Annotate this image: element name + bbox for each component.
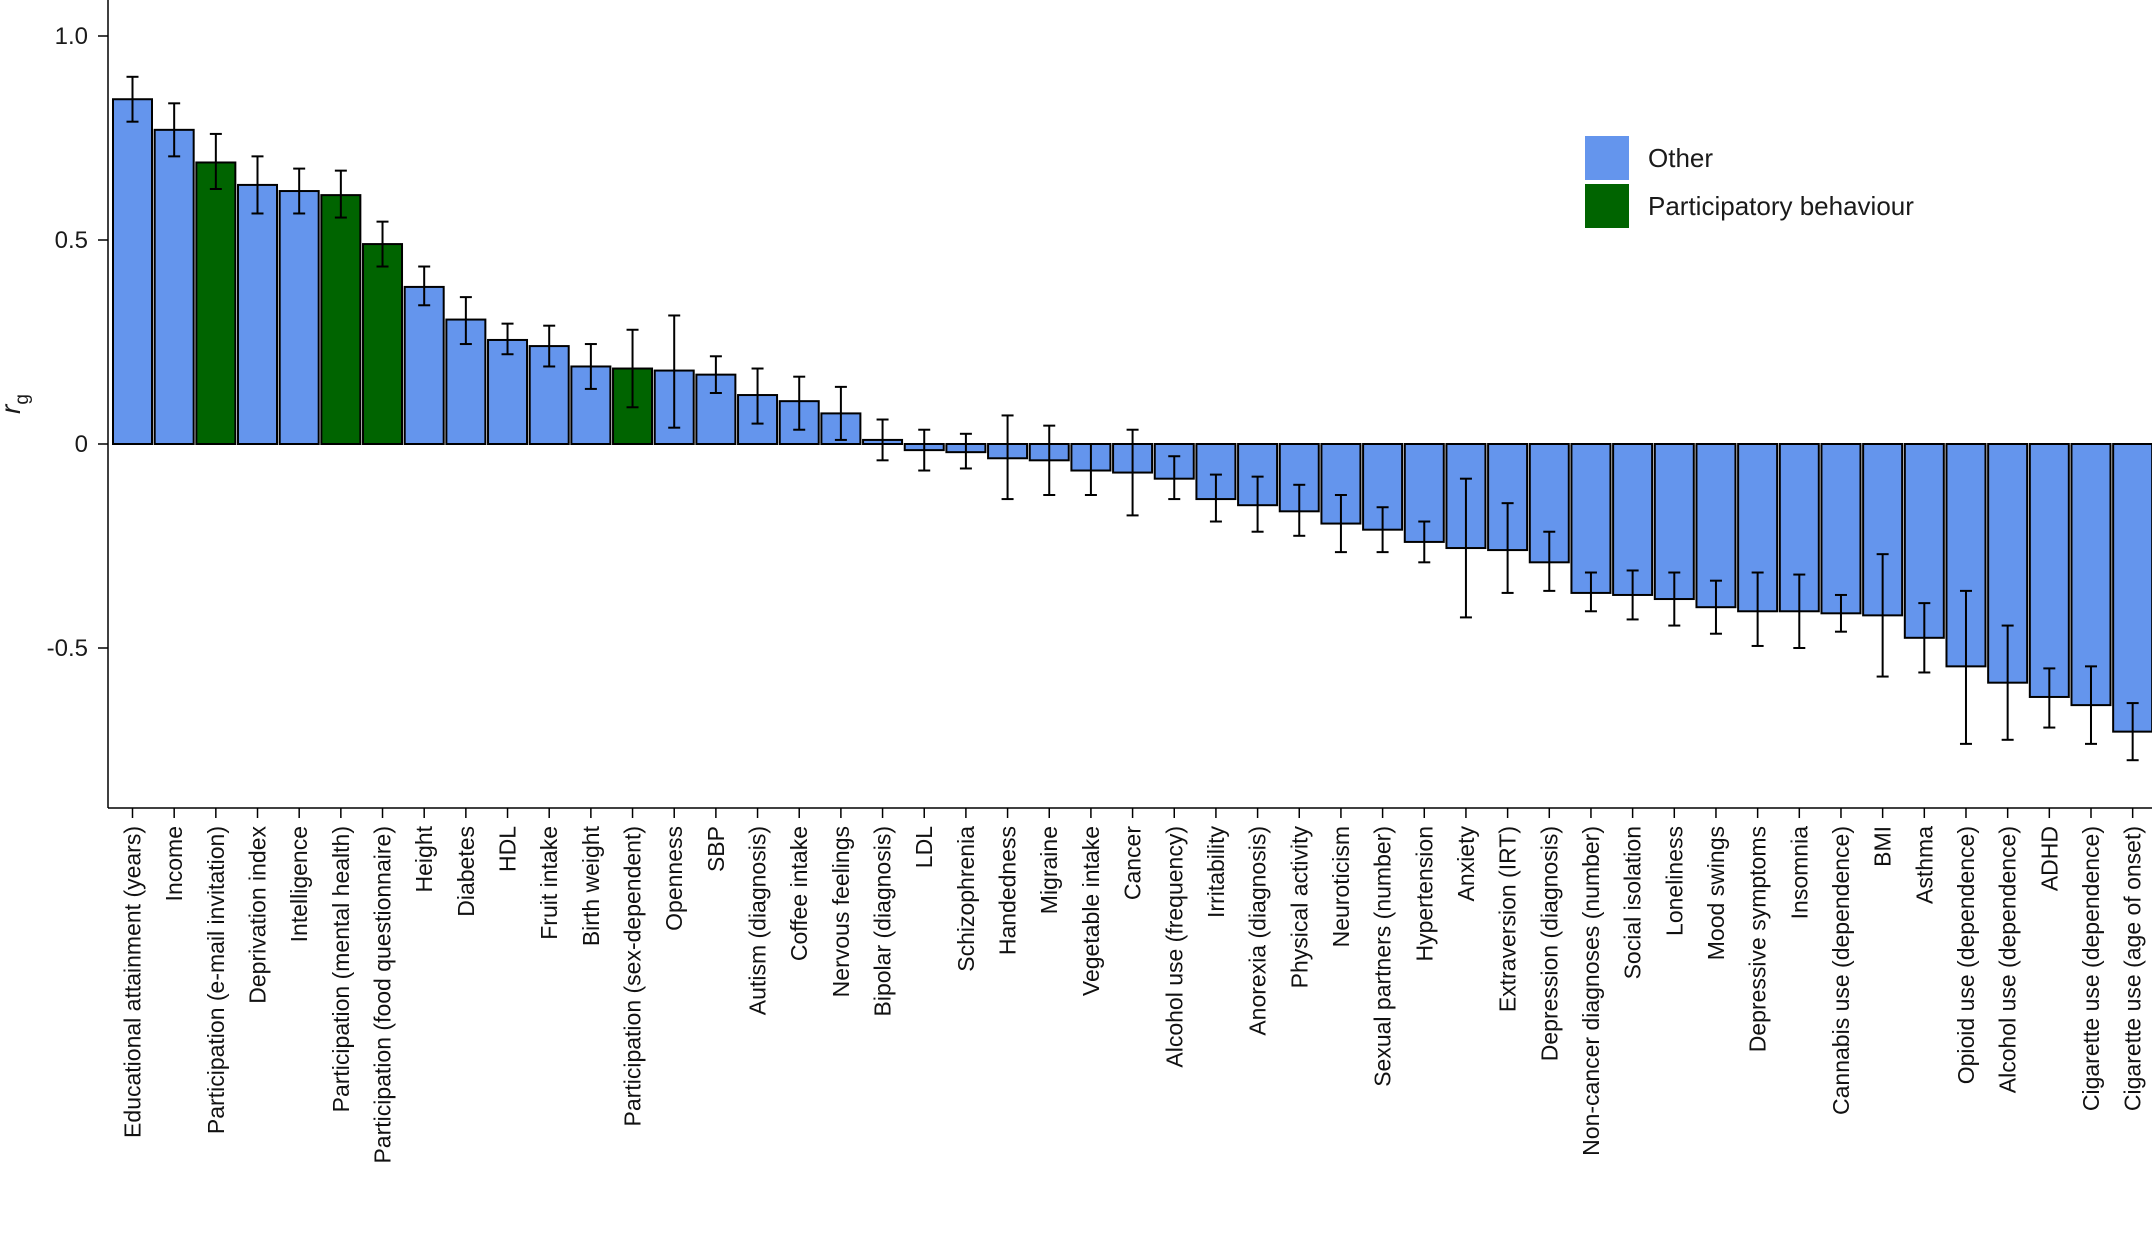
bar xyxy=(153,128,195,445)
legend-label: Other xyxy=(1648,143,1713,173)
y-axis-label-subscript: g xyxy=(12,394,33,405)
bar xyxy=(2028,443,2070,698)
category-label: Mood swings xyxy=(1703,826,1729,960)
category-label: Anorexia (diagnosis) xyxy=(1245,826,1271,1036)
legend-label: Participatory behaviour xyxy=(1648,191,1914,221)
category-label: Deprivation index xyxy=(245,826,271,1004)
error-bars-group xyxy=(126,75,2139,762)
legend-swatch xyxy=(1585,136,1629,180)
category-label: Cannabis use (dependence) xyxy=(1828,826,1854,1115)
category-label: Depression (diagnosis) xyxy=(1536,826,1562,1061)
category-label: Asthma xyxy=(1911,826,1937,904)
category-label: ADHD xyxy=(2036,826,2062,891)
category-label: Participation (e-mail invitation) xyxy=(203,826,229,1134)
y-axis-label: rg xyxy=(0,394,33,414)
category-label: Irritability xyxy=(1203,826,1229,919)
category-label: Coffee intake xyxy=(786,826,812,961)
category-label: Depressive symptoms xyxy=(1745,826,1771,1052)
y-axis-ticks: 1.0 0.5 0 -0.5 xyxy=(47,23,108,662)
legend-swatch xyxy=(1585,184,1629,228)
category-label: Autism (diagnosis) xyxy=(745,826,771,1015)
category-label: Physical activity xyxy=(1286,826,1312,989)
bar xyxy=(278,190,320,445)
category-label: Cigarette use (dependence) xyxy=(2078,826,2104,1111)
category-label: Extraversion (IRT) xyxy=(1495,826,1521,1012)
bar xyxy=(1570,443,1612,594)
category-label: Nervous feelings xyxy=(828,826,854,997)
category-label: BMI xyxy=(1870,826,1896,867)
category-label: Participation (mental health) xyxy=(328,826,354,1112)
category-label: Non-cancer diagnoses (number) xyxy=(1578,826,1604,1156)
category-label: Neuroticism xyxy=(1328,826,1354,947)
category-label: SBP xyxy=(703,826,729,872)
category-labels: Educational attainment (years) Income Part… xyxy=(120,808,2146,1164)
category-label: Insomnia xyxy=(1786,826,1812,920)
bar xyxy=(2070,443,2112,707)
category-label: Birth weight xyxy=(578,825,604,946)
bar xyxy=(1820,443,1862,615)
bar xyxy=(570,365,612,446)
bar xyxy=(362,243,404,445)
bar xyxy=(237,183,279,445)
category-label: Migraine xyxy=(1036,826,1062,914)
category-label: HDL xyxy=(495,826,521,872)
y-tick-label: 0 xyxy=(75,431,88,458)
legend: Other Participatory behaviour xyxy=(1585,136,1914,228)
category-label: Loneliness xyxy=(1661,826,1687,936)
category-label: Bipolar (diagnosis) xyxy=(870,826,896,1016)
category-label: Participation (food questionnaire) xyxy=(370,826,396,1164)
y-axis-label-main: r xyxy=(0,403,26,414)
y-tick-label: 1.0 xyxy=(55,23,88,50)
category-label: Opioid use (dependence) xyxy=(1953,826,1979,1084)
category-label: Schizophrenia xyxy=(953,826,979,972)
category-label: LDL xyxy=(911,826,937,868)
category-label: Handedness xyxy=(995,826,1021,955)
category-label: Sexual partners (number) xyxy=(1370,826,1396,1087)
category-label: Fruit intake xyxy=(536,826,562,940)
bar xyxy=(403,285,445,446)
category-label: Intelligence xyxy=(286,826,312,942)
category-label: Alcohol use (dependence) xyxy=(1995,826,2021,1093)
bar xyxy=(487,338,529,445)
y-tick-label: 0.5 xyxy=(55,227,88,254)
bar xyxy=(2112,443,2152,733)
category-label: Diabetes xyxy=(453,826,479,917)
category-label: Openness xyxy=(661,826,687,931)
category-label: Income xyxy=(161,826,187,901)
category-label: Vegetable intake xyxy=(1078,826,1104,996)
category-label: Anxiety xyxy=(1453,826,1479,902)
category-label: Cancer xyxy=(1120,826,1146,900)
category-label: Social isolation xyxy=(1620,826,1646,979)
category-label: Hypertension xyxy=(1411,826,1437,962)
bar xyxy=(112,98,153,446)
category-label: Educational attainment (years) xyxy=(120,826,146,1138)
bar xyxy=(320,194,362,445)
category-label: Cigarette use (age of onset) xyxy=(2120,826,2146,1111)
category-label: Alcohol use (frequency) xyxy=(1161,826,1187,1068)
bar xyxy=(195,161,237,445)
category-label: Participation (sex-dependent) xyxy=(620,826,646,1126)
category-label: Height xyxy=(411,825,437,892)
y-tick-label: -0.5 xyxy=(47,635,88,662)
